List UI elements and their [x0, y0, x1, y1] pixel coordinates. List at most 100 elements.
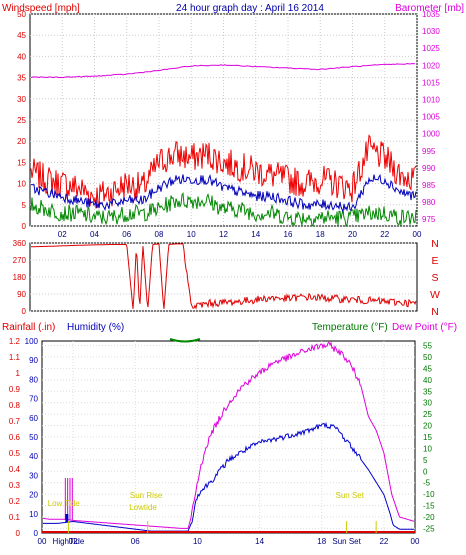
temperature-tick-label: 10	[423, 444, 432, 453]
temperature-tick-label: 25	[423, 410, 432, 419]
time-tick-label: 18	[316, 230, 325, 239]
baro-tick-label: 990	[422, 164, 436, 173]
compass-label: N	[431, 306, 439, 318]
rain-tick-label: 1	[16, 369, 21, 378]
humidity-tick-label: 0	[34, 529, 39, 538]
time-tick-label: 00	[38, 537, 47, 546]
temperature-tick-label: 50	[423, 353, 432, 362]
wind-tick-label: 20	[17, 137, 26, 146]
humidity-tick-label: 50	[29, 433, 38, 442]
humidity-tick-label: 40	[29, 452, 38, 461]
temperature-tick-label: 55	[423, 342, 432, 351]
event-annotation: Sun Set	[335, 491, 364, 500]
humidity-tick-label: 70	[29, 395, 38, 404]
compass-label: N	[431, 238, 439, 250]
time-tick-label: 18	[317, 537, 326, 546]
wind-tick-label: 30	[17, 95, 26, 104]
rain-tick-label: 1.1	[9, 353, 21, 362]
baro-tick-label: 1020	[422, 61, 440, 70]
rain-tick-label: 1.2	[9, 337, 21, 346]
wind-tick-label: 45	[17, 31, 26, 40]
rain-tick-label: 0.1	[9, 513, 21, 522]
time-tick-label: 00	[411, 537, 420, 546]
temperature-tick-label: 35	[423, 387, 432, 396]
time-tick-label: 06	[131, 537, 140, 546]
humidity-tick-label: 30	[29, 471, 38, 480]
rain-tick-label: 0.2	[9, 497, 21, 506]
humidity-line	[43, 421, 414, 532]
compass-label: S	[431, 272, 438, 284]
temperature-tick-label: 30	[423, 399, 432, 408]
wind-tick-label: 0	[22, 222, 27, 231]
time-tick-label: 14	[251, 230, 260, 239]
time-tick-label: 22	[380, 230, 389, 239]
rain-tick-label: 0.4	[9, 465, 21, 474]
avg-wind-line	[30, 173, 417, 214]
time-tick-label: 08	[155, 230, 164, 239]
baro-tick-label: 1000	[422, 130, 440, 139]
humidity-tick-label: 100	[25, 337, 39, 346]
barometer-line	[30, 62, 416, 79]
time-tick-label: 22	[379, 537, 388, 546]
chart-grid	[30, 13, 418, 533]
baro-tick-label: 975	[422, 215, 436, 224]
temperature-tick-label: -5	[423, 479, 431, 488]
time-tick-label: 14	[255, 537, 264, 546]
baro-tick-label: 1015	[422, 78, 440, 87]
wind-tick-label: 25	[17, 116, 26, 125]
humidity-tick-label: 80	[29, 375, 38, 384]
wind-tick-label: 15	[17, 158, 26, 167]
baro-tick-label: 1030	[422, 27, 440, 36]
wind-tick-label: 5	[22, 201, 27, 210]
time-tick-label: 16	[284, 230, 293, 239]
time-tick-label: 10	[193, 537, 202, 546]
baro-tick-label: 1010	[422, 95, 440, 104]
rain-tick-label: 0.7	[9, 417, 21, 426]
wind-tick-label: 40	[17, 52, 26, 61]
direction-tick-label: 360	[13, 239, 27, 248]
time-tick-label: 00	[413, 230, 422, 239]
baro-tick-label: 1035	[422, 10, 440, 19]
humidity-tick-label: 10	[29, 510, 38, 519]
humidity-axis-title: Humidity (%)	[67, 322, 124, 333]
rain-tick-label: 0	[16, 529, 21, 538]
dew-point-axis-title: Dew Point (°F)	[392, 322, 457, 333]
humidity-tick-label: 60	[29, 414, 38, 423]
temperature-tick-label: 0	[423, 467, 428, 476]
temperature-top-marker	[169, 338, 201, 343]
gust-speed-line	[30, 134, 417, 209]
compass-label: W	[430, 289, 440, 301]
time-tick-label: 10	[187, 230, 196, 239]
rainfall-axis-title: Rainfall (.in)	[2, 322, 55, 333]
wind-direction-line	[30, 243, 417, 310]
temperature-tick-label: 15	[423, 433, 432, 442]
humidity-tick-label: 20	[29, 491, 38, 500]
direction-tick-label: 0	[22, 307, 27, 316]
temperature-line	[42, 341, 415, 529]
baro-tick-label: 985	[422, 181, 436, 190]
windspeed-axis-title: Windspeed [mph]	[2, 3, 80, 14]
event-annotation: Sun Rise	[130, 491, 163, 500]
baro-tick-label: 1005	[422, 113, 440, 122]
data-lines	[30, 62, 417, 533]
temperature-tick-label: -15	[423, 502, 435, 511]
wind-tick-label: 10	[17, 180, 26, 189]
temperature-axis-title: Temperature (°F)	[312, 322, 388, 333]
time-tick-label: 06	[122, 230, 131, 239]
time-tick-label: 12	[219, 230, 228, 239]
event-axis-label: HighTide	[53, 537, 85, 546]
chart-labels: Windspeed [mph] 24 hour graph day : Apri…	[2, 3, 464, 546]
humidity-tick-label: 90	[29, 356, 38, 365]
direction-tick-label: 90	[17, 290, 26, 299]
rain-tick-label: 0.8	[9, 401, 21, 410]
baro-tick-label: 980	[422, 198, 436, 207]
graph-title: 24 hour graph day : April 16 2014	[176, 3, 324, 14]
rain-tick-label: 0.9	[9, 385, 21, 394]
rain-tick-label: 0.6	[9, 433, 21, 442]
compass-label: E	[431, 255, 438, 267]
time-tick-label: 02	[69, 537, 78, 546]
wind-tick-label: 35	[17, 74, 26, 83]
time-tick-label: 20	[348, 230, 357, 239]
barometer-axis-title: Barometer [mb]	[395, 3, 464, 14]
